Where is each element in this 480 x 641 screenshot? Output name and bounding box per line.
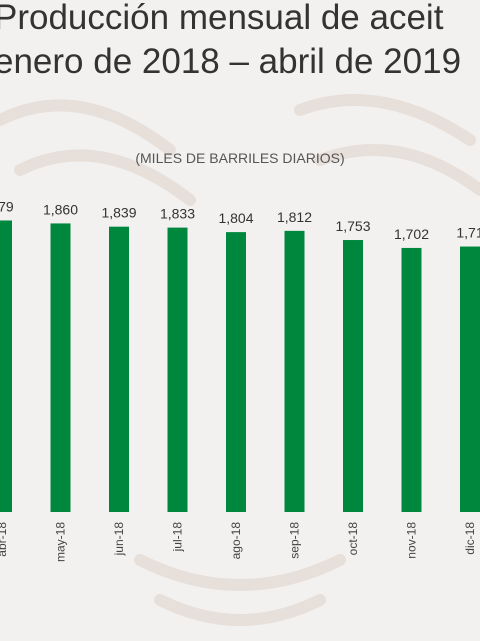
data-label-abr-18: 879: [0, 198, 14, 214]
chart-subtitle: (MILES DE BARRILES DIARIOS): [135, 150, 345, 166]
title-line-2: enero de 2018 – abril de 2019: [0, 42, 462, 81]
tick-label-jun-18: jun-18: [112, 522, 126, 557]
tick-label-dic-18: dic-18: [463, 522, 477, 555]
data-label-sep-18: 1,812: [277, 209, 312, 225]
bar-abr-18: [0, 220, 12, 512]
tick-label-nov-18: nov-18: [405, 522, 419, 559]
page-title: Producción mensual de aceit enero de 201…: [0, 0, 480, 84]
data-label-jul-18: 1,833: [160, 206, 195, 222]
bar-jun-18: [109, 226, 129, 513]
tick-label-may-18: may-18: [54, 522, 68, 562]
data-label-may-18: 1,860: [43, 201, 78, 217]
bar-ago-18: [226, 232, 246, 512]
tick-label-sep-18: sep-18: [288, 522, 302, 559]
bar-may-18: [50, 223, 71, 512]
data-label-dic-18: 1,71: [456, 225, 480, 241]
tick-label-abr-18: abr-18: [0, 522, 9, 557]
tick-label-oct-18: oct-18: [346, 522, 360, 556]
bar-oct-18: [343, 240, 363, 513]
title-line-1: Producción mensual de aceit: [0, 0, 444, 37]
bar-dic-18: [460, 246, 480, 513]
tick-label-ago-18: ago-18: [229, 522, 243, 560]
data-label-jun-18: 1,839: [101, 205, 136, 221]
bar-sep-18: [284, 230, 305, 512]
data-label-oct-18: 1,753: [335, 218, 370, 234]
tick-label-jul-18: jul-18: [171, 522, 185, 553]
bar-nov-18: [401, 247, 422, 512]
data-label-nov-18: 1,702: [394, 226, 429, 242]
bar-jul-18: [167, 227, 188, 512]
data-label-ago-18: 1,804: [218, 210, 253, 226]
